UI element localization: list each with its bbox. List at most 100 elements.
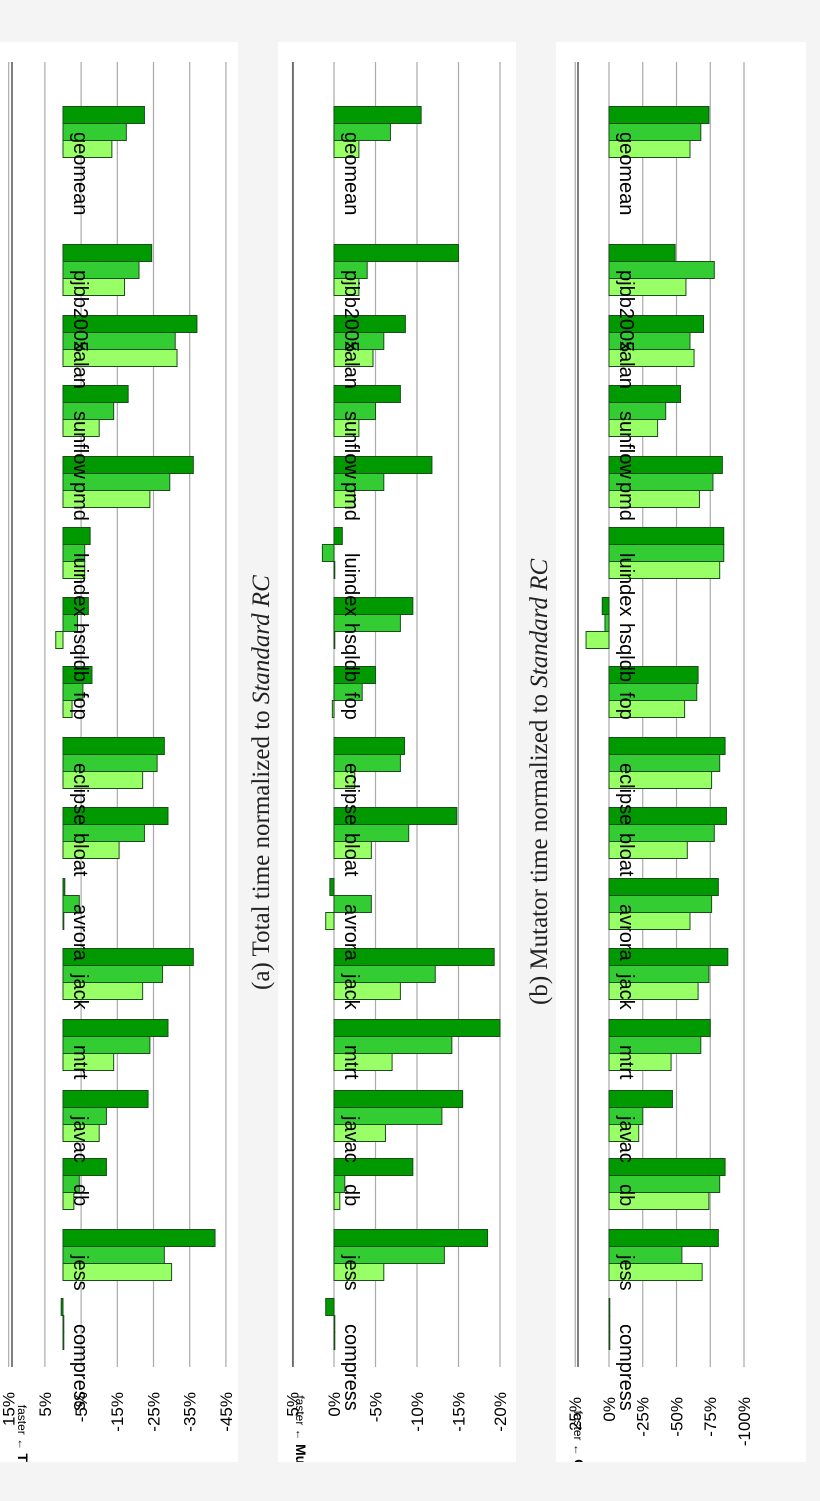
- axis-title-part: ←: [293, 1425, 307, 1444]
- benchmark-label: javac: [340, 1115, 362, 1163]
- bar: [333, 1090, 464, 1108]
- benchmark-label: bloat: [340, 833, 362, 877]
- bar: [333, 1229, 489, 1247]
- tick-label: -75%: [701, 1397, 720, 1437]
- benchmark-label: sunflow: [69, 411, 91, 479]
- benchmark-label: pmd: [69, 482, 91, 521]
- bar: [333, 666, 376, 684]
- bar: [608, 1298, 611, 1316]
- benchmark-label: compress: [69, 1324, 91, 1411]
- bar: [333, 456, 433, 474]
- bar: [608, 385, 682, 403]
- bar: [608, 666, 699, 684]
- bar: [608, 527, 725, 545]
- bar: [62, 737, 165, 755]
- axis-title-part: ←: [571, 1440, 585, 1459]
- bar: [608, 315, 704, 333]
- benchmark-label: jess: [340, 1254, 362, 1291]
- benchmark-label: mtrt: [340, 1045, 362, 1080]
- benchmark-label: xalan: [615, 341, 637, 389]
- caption-a: (a) Total time normalized to Standard RC: [248, 575, 276, 990]
- chart-mutator-time: 5% 0% -5% -10% -15% -20% compress jess db javac mt…: [283, 62, 510, 1501]
- benchmark-label: javac: [615, 1115, 637, 1163]
- benchmark-label: eclipse: [615, 763, 637, 825]
- benchmark-label: jack: [69, 973, 91, 1011]
- bar: [62, 1332, 65, 1350]
- bar: [608, 948, 729, 966]
- axis-title-part: GC: [571, 1459, 587, 1462]
- tick-label: -50%: [667, 1397, 686, 1437]
- bar: [333, 807, 458, 825]
- bar: [608, 244, 676, 262]
- caption-a-em: Standard RC: [248, 575, 275, 705]
- panel-mutator-time: 5% 0% -5% -10% -15% -20% compress jess db javac mt…: [278, 42, 516, 1501]
- tick-label: -100%: [735, 1397, 754, 1446]
- axis-title: faster ← Time ← slower: [15, 1405, 31, 1462]
- bar: [62, 878, 66, 896]
- bar: [608, 106, 710, 124]
- axis-title-part: faster: [571, 1410, 585, 1440]
- bar: [608, 1090, 673, 1108]
- benchmark-label: compress: [615, 1324, 637, 1411]
- bar: [608, 1315, 611, 1333]
- tick-label: -25%: [634, 1397, 653, 1437]
- bar: [62, 1158, 107, 1176]
- bar: [333, 385, 401, 403]
- axis-title-part: faster: [293, 1395, 307, 1425]
- bar: [333, 106, 422, 124]
- bar: [333, 1192, 341, 1210]
- bar: [608, 1019, 711, 1037]
- axis-title-part: Mutator: [293, 1444, 309, 1462]
- benchmark-label: fop: [69, 692, 91, 720]
- tick-label: 0%: [325, 1392, 344, 1417]
- bar: [333, 1158, 414, 1176]
- bar: [608, 1332, 611, 1350]
- benchmark-label: pmd: [340, 482, 362, 521]
- bar: [62, 948, 194, 966]
- tick-label: -15%: [108, 1392, 127, 1432]
- benchmark-label: geomean: [340, 132, 362, 215]
- caption-a-prefix: (a) Total time normalized to: [248, 704, 275, 990]
- benchmark-label: fop: [340, 692, 362, 720]
- bar: [331, 700, 335, 718]
- axis-title-part: ←: [15, 1435, 29, 1454]
- bar: [608, 737, 726, 755]
- benchmark-label: javac: [69, 1115, 91, 1163]
- benchmark-label: db: [69, 1184, 91, 1206]
- bar: [601, 597, 610, 615]
- bar: [333, 315, 406, 333]
- tick-label: 5%: [36, 1392, 55, 1417]
- tick-label: -35%: [181, 1392, 200, 1432]
- caption-b-em: Standard RC: [526, 558, 553, 688]
- bar: [62, 1315, 65, 1333]
- bar: [62, 1229, 216, 1247]
- benchmark-label: eclipse: [340, 763, 362, 825]
- tick-label: 5%: [283, 1392, 302, 1417]
- benchmark-label: jack: [615, 973, 637, 1011]
- benchmark-label: xalan: [340, 341, 362, 389]
- bar: [333, 948, 495, 966]
- axis-title: faster ← GC ← slower: [571, 1410, 587, 1462]
- bar: [585, 631, 610, 649]
- benchmark-label: pmd: [615, 482, 637, 521]
- panel-total-time: 15% 5% -5% -15% -25% -35% -45% compress jess db ja…: [0, 42, 238, 1501]
- caption-b-prefix: (b) Mutator time normalized to: [526, 687, 553, 1005]
- benchmark-label: mtrt: [615, 1045, 637, 1080]
- bar: [608, 1229, 719, 1247]
- benchmark-label: jess: [615, 1254, 637, 1291]
- bar: [608, 878, 719, 896]
- benchmark-label: pjbb2005: [615, 270, 637, 352]
- benchmark-label: avrora: [69, 904, 91, 962]
- bar: [62, 912, 65, 930]
- benchmark-label: hsqldb: [615, 623, 637, 682]
- benchmark-label: pjbb2005: [69, 270, 91, 352]
- benchmark-label: hsqldb: [340, 623, 362, 682]
- benchmark-label: hsqldb: [69, 623, 91, 682]
- tick-label: -15%: [449, 1392, 468, 1432]
- benchmark-label: pjbb2005: [340, 270, 362, 352]
- tick-label: -25%: [144, 1392, 163, 1432]
- benchmark-label: luindex: [340, 553, 362, 616]
- tick-label: -5%: [366, 1392, 385, 1422]
- tick-label: -10%: [408, 1392, 427, 1432]
- bar: [604, 614, 610, 632]
